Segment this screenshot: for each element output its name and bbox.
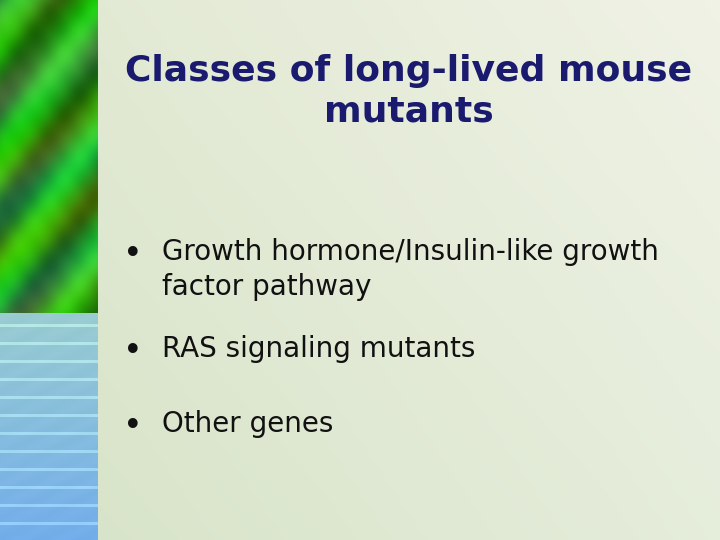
Text: •: • [123,410,143,443]
Text: Growth hormone/Insulin-like growth
factor pathway: Growth hormone/Insulin-like growth facto… [162,238,659,301]
Text: Other genes: Other genes [162,410,333,438]
Text: Classes of long-lived mouse
mutants: Classes of long-lived mouse mutants [125,54,692,129]
Text: •: • [123,238,143,271]
Bar [97,0,720,540]
Text: RAS signaling mutants: RAS signaling mutants [162,335,475,363]
Text: •: • [123,335,143,368]
